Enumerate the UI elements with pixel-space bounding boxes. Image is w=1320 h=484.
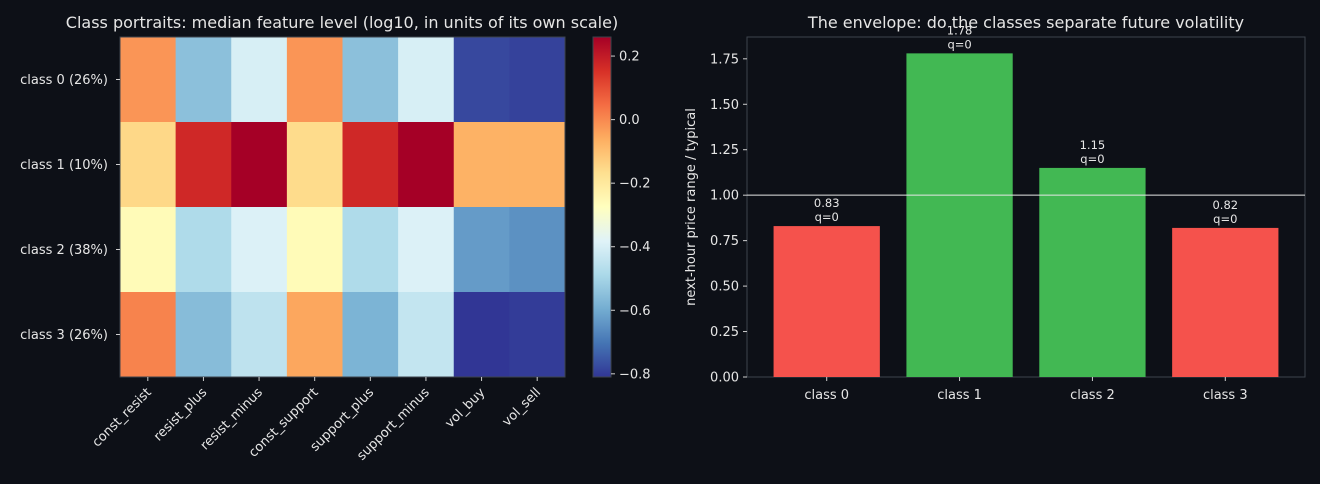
y-tick-label: 0.75 [710, 234, 739, 249]
heatmap-row-labels: class 0 (26%) class 1 (10%) class 2 (38%) c… [20, 73, 120, 343]
colorbar-tick-label: −0.4 [619, 240, 651, 255]
colorbar-tick-label: −0.2 [619, 177, 651, 192]
bar-class-3 [1172, 227, 1279, 377]
bar-class-2 [1039, 167, 1146, 377]
heatmap-cell [175, 37, 232, 123]
bar-q-label: q=0 [815, 210, 839, 224]
heatmap-cell [453, 207, 510, 293]
colorbar-tick-label: 0.2 [619, 50, 640, 65]
heatmap-cell [286, 207, 343, 293]
heatmap-cell [509, 37, 566, 123]
row-label: class 0 (26%) [20, 73, 108, 88]
heatmap-cell [175, 292, 232, 378]
colorbar-tick-label: −0.6 [619, 304, 651, 319]
bar-series [773, 53, 1279, 377]
heatmap-cell [120, 37, 177, 123]
bar-data-labels: 0.83q=01.78q=01.15q=00.82q=0 [814, 23, 1238, 226]
heatmap-cell [342, 207, 399, 293]
row-label: class 3 (26%) [20, 328, 108, 343]
heatmap-cell [398, 292, 455, 378]
heatmap-cells [119, 36, 566, 378]
bar-q-label: q=0 [1213, 212, 1237, 226]
y-tick-label: 0.50 [710, 280, 739, 295]
bar-value-label: 0.83 [814, 196, 840, 210]
row-label: class 2 (38%) [20, 243, 108, 258]
colorbar-tick-label: 0.0 [619, 113, 640, 128]
x-tick-label: class 3 [1203, 388, 1248, 403]
column-label: const_resist [90, 385, 155, 450]
x-tick-label: class 2 [1070, 388, 1115, 403]
heatmap-title: Class portraits: median feature level (l… [66, 13, 618, 32]
heatmap-cell [398, 207, 455, 293]
bar-q-label: q=0 [1080, 152, 1104, 166]
heatmap-cell [120, 122, 177, 208]
heatmap-cell [175, 122, 232, 208]
column-label: vol_sell [500, 385, 544, 429]
heatmap-panel: Class portraits: median feature level (l… [20, 13, 650, 464]
heatmap-cell [453, 122, 510, 208]
heatmap-cell [286, 292, 343, 378]
heatmap-cell [231, 292, 288, 378]
bar-y-axis: 0.00 0.25 0.50 0.75 1.00 1.25 1.50 1.75 [710, 52, 747, 386]
heatmap-cell [120, 292, 177, 378]
heatmap-cell [286, 37, 343, 123]
bar-chart-title: The envelope: do the classes separate fu… [807, 13, 1244, 32]
heatmap-cell [120, 207, 177, 293]
heatmap-cell [453, 37, 510, 123]
heatmap-cell [509, 292, 566, 378]
column-label: vol_buy [442, 385, 488, 431]
colorbar: 0.2 0.0 −0.2 −0.4 −0.6 −0.8 [592, 36, 651, 382]
x-tick-label: class 1 [937, 388, 982, 403]
heatmap-frame [119, 36, 566, 378]
heatmap-cell [342, 37, 399, 123]
bar-class-1 [906, 53, 1013, 377]
heatmap-cell [398, 37, 455, 123]
bar-class-0 [773, 226, 880, 377]
row-label: class 1 (10%) [20, 158, 108, 173]
heatmap-cell [342, 292, 399, 378]
x-tick-label: class 0 [804, 388, 849, 403]
y-tick-label: 1.00 [710, 189, 739, 204]
bar-plot-frame [746, 36, 1306, 378]
heatmap-cell [231, 207, 288, 293]
y-tick-label: 1.50 [710, 98, 739, 113]
heatmap-cell [509, 122, 566, 208]
heatmap-cell [398, 122, 455, 208]
y-tick-label: 0.00 [710, 371, 739, 386]
heatmap-cell [509, 207, 566, 293]
heatmap-cell [175, 207, 232, 293]
heatmap-cell [231, 37, 288, 123]
column-label: resist_plus [151, 385, 210, 444]
bar-value-label: 1.78 [947, 23, 973, 37]
bar-value-label: 1.15 [1080, 138, 1106, 152]
heatmap-cell [453, 292, 510, 378]
y-tick-label: 1.25 [710, 143, 739, 158]
heatmap-cell [231, 122, 288, 208]
bar-panel: The envelope: do the classes separate fu… [684, 13, 1306, 403]
y-tick-label: 0.25 [710, 325, 739, 340]
bar-x-axis: class 0 class 1 class 2 class 3 [804, 377, 1248, 403]
colorbar-bar [592, 36, 612, 378]
bar-y-axis-label: next-hour price range / typical [684, 108, 699, 306]
bar-q-label: q=0 [947, 37, 971, 51]
heatmap-cell [286, 122, 343, 208]
y-tick-label: 1.75 [710, 52, 739, 67]
heatmap-cell [342, 122, 399, 208]
bar-value-label: 0.82 [1212, 198, 1238, 212]
heatmap-column-labels: const_resistresist_plusresist_minusconst… [90, 377, 544, 464]
colorbar-tick-label: −0.8 [619, 367, 651, 382]
